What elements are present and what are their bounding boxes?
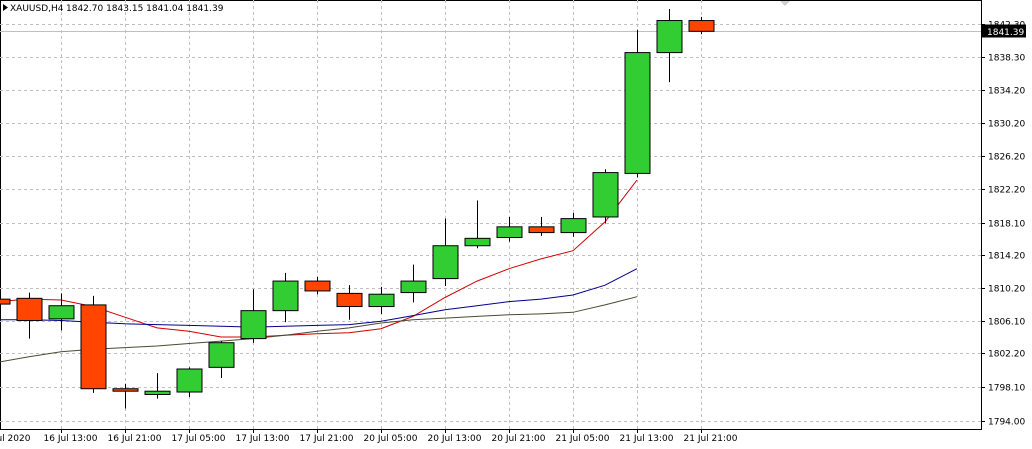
time-tick-label: 20 Jul 13:00 <box>428 434 482 444</box>
time-tick-label: 21 Jul 21:00 <box>684 434 738 444</box>
candle-body <box>144 390 171 395</box>
candle-body <box>400 280 427 294</box>
price-axis: 1794.00 1798.10 1802.20 1806.10 1810.20 1814.… <box>981 21 1025 428</box>
candle-bullish[interactable] <box>240 289 267 343</box>
price-tick-label: 1838.30 <box>988 54 1025 64</box>
candle-bearish[interactable] <box>16 292 43 339</box>
price-tick-label: 1814.20 <box>988 252 1025 262</box>
time-axis: 16 Jul 2020 16 Jul 13:00 16 Jul 21:00 17 Ju… <box>0 429 738 444</box>
candle-bullish[interactable] <box>48 293 75 331</box>
chart-symbol-label: XAUUSD,H4 <box>10 4 64 14</box>
chart-shift-marker-icon[interactable] <box>780 1 790 6</box>
price-tick-label: 1822.20 <box>988 186 1025 196</box>
candle-body <box>80 304 107 390</box>
candle-bullish[interactable] <box>208 341 235 379</box>
chart-ohlc-label: 1842.70 1843.15 1841.04 1841.39 <box>66 4 224 14</box>
time-tick-label: 16 Jul 21:00 <box>108 434 162 444</box>
candle-body <box>240 310 267 340</box>
candle-bullish[interactable] <box>656 9 683 83</box>
candle-bullish[interactable] <box>560 212 587 237</box>
time-tick-label: 17 Jul 05:00 <box>172 434 226 444</box>
candle-body <box>112 388 139 392</box>
candle-bullish[interactable] <box>624 29 651 178</box>
price-tick-label: 1818.10 <box>988 220 1025 230</box>
candle-bullish[interactable] <box>592 169 619 224</box>
plot-frame <box>0 0 982 430</box>
price-tick-label: 1830.20 <box>988 120 1025 130</box>
price-tick-label: 1826.20 <box>988 153 1025 163</box>
candle-bearish[interactable] <box>304 276 331 295</box>
grid-layer <box>0 0 981 429</box>
candle-body <box>528 226 555 234</box>
candle-bullish[interactable] <box>176 367 203 397</box>
current-price-label: 1841.39 <box>987 28 1024 38</box>
candle-body <box>656 20 683 54</box>
price-tick-label: 1810.20 <box>988 285 1025 295</box>
candle-bullish[interactable] <box>144 373 171 399</box>
candle-bearish[interactable] <box>688 16 715 35</box>
price-tick-label: 1806.10 <box>988 318 1025 328</box>
candle-body <box>48 305 75 320</box>
candle-bullish[interactable] <box>400 264 427 303</box>
candle-body <box>368 293 395 308</box>
price-tick-label: 1802.20 <box>988 350 1025 360</box>
candle-bullish[interactable] <box>464 200 491 249</box>
candle-bearish[interactable] <box>80 295 107 393</box>
candle-body <box>560 218 587 234</box>
candle-bearish[interactable] <box>528 216 555 236</box>
candle-body <box>272 280 299 312</box>
candle-bullish[interactable] <box>272 272 299 323</box>
candle-bearish[interactable] <box>0 293 11 311</box>
price-tick-label: 1794.00 <box>988 418 1025 428</box>
candle-body <box>304 280 331 292</box>
candle-body <box>688 20 715 32</box>
time-tick-label: 20 Jul 21:00 <box>492 434 546 444</box>
candle-bullish[interactable] <box>368 286 395 314</box>
time-tick-label: 21 Jul 05:00 <box>556 434 610 444</box>
candle-body <box>496 226 523 239</box>
candle-body <box>336 292 363 308</box>
candle-body <box>16 297 43 322</box>
time-tick-label: 20 Jul 05:00 <box>364 434 418 444</box>
chart-header-arrow-icon <box>3 4 8 11</box>
time-tick-label: 16 Jul 13:00 <box>44 434 98 444</box>
candle-bearish[interactable] <box>112 383 139 409</box>
candle-layer[interactable] <box>0 9 715 409</box>
candle-body <box>592 172 619 218</box>
price-tick-label: 1798.10 <box>988 384 1025 394</box>
candle-bullish[interactable] <box>496 216 523 242</box>
candle-body <box>432 245 459 280</box>
candle-body <box>464 237 491 247</box>
candle-body <box>208 342 235 368</box>
candle-bullish[interactable] <box>432 218 459 286</box>
price-tick-label: 1834.20 <box>988 87 1025 97</box>
candle-body <box>0 298 11 305</box>
candle-bearish[interactable] <box>336 285 363 320</box>
candle-body <box>624 52 651 174</box>
candle-body <box>176 368 203 393</box>
time-tick-label: 16 Jul 2020 <box>0 434 31 444</box>
time-tick-label: 17 Jul 21:00 <box>300 434 354 444</box>
time-tick-label: 21 Jul 13:00 <box>620 434 674 444</box>
current-price-badge <box>982 24 1026 38</box>
time-tick-label: 17 Jul 13:00 <box>236 434 290 444</box>
